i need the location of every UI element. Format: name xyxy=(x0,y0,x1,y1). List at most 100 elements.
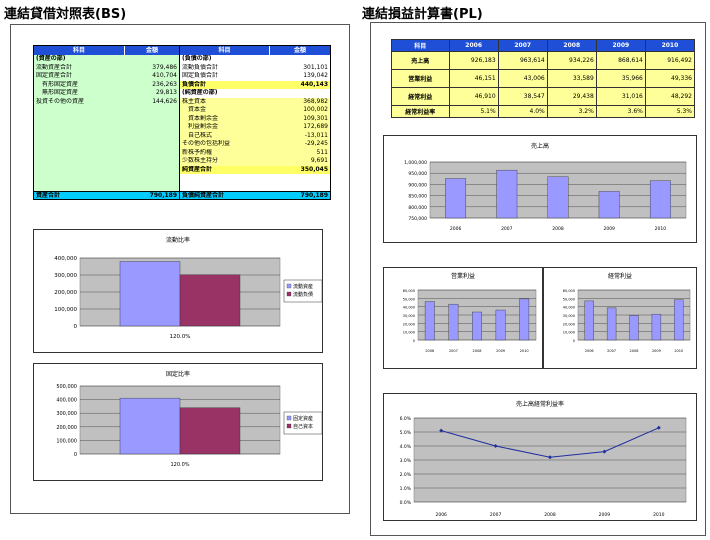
chart-title: 売上高 xyxy=(531,142,549,150)
data-point xyxy=(439,428,444,433)
legend-swatch xyxy=(286,283,292,289)
pl-cell: 33,589 xyxy=(546,69,597,88)
bs-row-value: 100,002 xyxy=(303,106,328,113)
y-tick-label: 60,000 xyxy=(563,289,575,293)
bs-row: 純資産合計 350,045 xyxy=(180,165,330,174)
bs-total-assets-label: 資産合計 xyxy=(36,192,61,199)
y-tick-label: 50,000 xyxy=(403,297,415,301)
bs-row-value: 511 xyxy=(316,148,328,156)
bs-row-label: 純資産合計 xyxy=(182,165,213,173)
bs-row-label: 投資その他の資産 xyxy=(36,97,85,105)
bs-row: 自己株式 -13,011 xyxy=(180,131,330,140)
y-tick-label: 10,000 xyxy=(403,331,415,335)
y-tick-label: 6.0% xyxy=(400,416,412,422)
y-tick-label: 2.0% xyxy=(400,472,412,478)
bs-row-label: 有形固定資産 xyxy=(42,80,79,88)
pl-cell: 29,438 xyxy=(546,87,597,106)
pl-row: 経常利益 46,910 38,547 29,438 31,016 48,292 xyxy=(391,87,696,106)
bar xyxy=(547,176,569,219)
bs-row-label: 資本剰余金 xyxy=(188,114,219,122)
legend-label: 流動負債 xyxy=(293,291,313,298)
pl-cell: 934,226 xyxy=(546,51,597,70)
bs-row: 新株予約権 511 xyxy=(180,148,330,157)
y-tick-label: 1.0% xyxy=(400,486,412,492)
bs-row-value: 172,689 xyxy=(303,123,328,130)
bs-header-item-left: 科目 xyxy=(72,47,85,54)
margin-chart: 売上高経常利益率 0.0% 1.0% 2.0% 3.0% 4.0% 5.0% 6.0% 2006… xyxy=(400,400,687,518)
bs-row: 資本剰余金 109,301 xyxy=(180,114,330,123)
bs-header: 科目 金額 科目 金額 xyxy=(34,46,330,55)
y-tick-label: 40,000 xyxy=(563,306,575,310)
x-tick-label: 2008 xyxy=(473,349,482,353)
current-ratio-panel: 流動比率 0 100,000 200,000 300,000 400,000 120.0% 流… xyxy=(33,229,323,353)
pl-row-label: 売上高 xyxy=(391,51,450,70)
x-tick-label: 2010 xyxy=(674,349,683,353)
x-tick-label: 120.0% xyxy=(170,334,191,340)
y-tick-label: 5.0% xyxy=(400,430,412,436)
bs-row-label: (資産の部) xyxy=(36,55,66,62)
y-tick-label: 0 xyxy=(413,339,415,343)
bs-row: その他の包括利益 -29,245 xyxy=(180,140,330,149)
bs-row-value: 350,045 xyxy=(300,165,328,173)
bs-row-label: 無形固定資産 xyxy=(42,89,79,96)
x-tick-label: 2010 xyxy=(520,349,529,353)
y-tick-label: 30,000 xyxy=(563,314,575,318)
y-tick-label: 0 xyxy=(74,452,77,458)
x-tick-label: 2007 xyxy=(449,349,458,353)
pl-page-title: 連結損益計算書(PL) xyxy=(362,7,483,22)
x-tick-label: 2009 xyxy=(603,226,615,232)
y-tick-label: 800,000 xyxy=(408,205,427,211)
x-tick-label: 2010 xyxy=(655,226,667,232)
bar xyxy=(674,299,684,341)
bs-assets-column: (資産の部) 流動資産合計 379,486 固定資産合計 410,704 有形固定資産 23… xyxy=(34,55,179,191)
data-point xyxy=(602,449,607,454)
bar xyxy=(649,180,671,219)
bs-row: (資産の部) xyxy=(34,55,179,64)
bar xyxy=(495,309,506,341)
legend-swatch xyxy=(286,423,292,429)
bs-row-value xyxy=(270,55,330,64)
pl-header-cell: 2007 xyxy=(497,39,548,52)
y-tick-label: 750,000 xyxy=(408,216,427,222)
bar xyxy=(119,397,181,455)
bar xyxy=(424,301,435,341)
pl-cell: 3.2% xyxy=(546,105,597,118)
bs-row-value: 236,263 xyxy=(152,80,177,88)
y-tick-label: 400,000 xyxy=(56,398,77,404)
x-tick-label: 2006 xyxy=(435,512,447,518)
bs-row-value: 9,691 xyxy=(310,157,328,164)
bs-total-liab-label: 負債純資産合計 xyxy=(179,192,269,199)
y-tick-label: 100,000 xyxy=(56,438,77,444)
chart-title: 流動比率 xyxy=(166,236,190,244)
sales-chart: 売上高 750,000 800,000 850,000 900,000 950,000 1,… xyxy=(404,142,687,232)
bs-total-row: 資産合計 790,189 負債純資産合計 790,189 xyxy=(34,191,330,199)
bar xyxy=(472,311,482,341)
legend-swatch xyxy=(286,291,292,297)
y-tick-label: 3.0% xyxy=(400,458,412,464)
bar xyxy=(598,191,620,219)
bs-row-value: 29,813 xyxy=(156,89,177,96)
pl-table: 科目 2006 2007 2008 2009 2010 売上高 926,183 963,614… xyxy=(391,39,696,118)
bs-header-item-right: 科目 xyxy=(179,46,269,55)
bar xyxy=(445,178,467,219)
pl-cell: 926,183 xyxy=(448,51,499,70)
bs-row-label: 固定資産合計 xyxy=(36,72,73,79)
legend-label: 自己資本 xyxy=(293,423,313,430)
y-tick-label: 950,000 xyxy=(408,171,427,177)
bs-row-label: 少数株主持分 xyxy=(182,157,219,164)
bar xyxy=(584,300,594,341)
operating-profit-panel: 営業利益 0 10,000 20,000 30,000 40,000 50,000 60,00… xyxy=(383,267,543,369)
x-tick-label: 2008 xyxy=(630,349,639,353)
x-tick-label: 2008 xyxy=(544,512,556,518)
y-tick-label: 20,000 xyxy=(403,322,415,326)
bs-row: 資本金 100,002 xyxy=(180,106,330,115)
bs-row: 固定資産合計 410,704 xyxy=(34,72,179,81)
fixed-ratio-panel: 固定比率 0 100,000 200,000 300,000 400,000 500,000… xyxy=(33,363,323,481)
bs-row-label: 自己株式 xyxy=(188,131,213,139)
pl-cell: 46,910 xyxy=(448,87,499,106)
bs-row-value: -13,011 xyxy=(304,131,328,139)
y-tick-label: 50,000 xyxy=(563,297,575,301)
bar xyxy=(448,303,459,341)
current-ratio-chart: 流動比率 0 100,000 200,000 300,000 400,000 120.0% 流… xyxy=(54,236,323,340)
bs-row-value xyxy=(270,89,330,98)
